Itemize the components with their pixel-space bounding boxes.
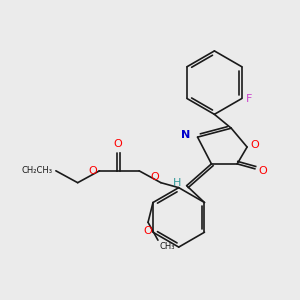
Text: O: O	[258, 166, 267, 176]
Text: F: F	[246, 94, 252, 104]
Text: O: O	[144, 226, 152, 236]
Text: O: O	[89, 166, 98, 176]
Text: O: O	[150, 172, 159, 182]
Text: CH₃: CH₃	[160, 242, 176, 251]
Text: O: O	[113, 139, 122, 149]
Text: H: H	[173, 178, 182, 188]
Text: N: N	[182, 130, 190, 140]
Text: O: O	[250, 140, 259, 150]
Text: CH₂CH₃: CH₂CH₃	[22, 166, 53, 175]
